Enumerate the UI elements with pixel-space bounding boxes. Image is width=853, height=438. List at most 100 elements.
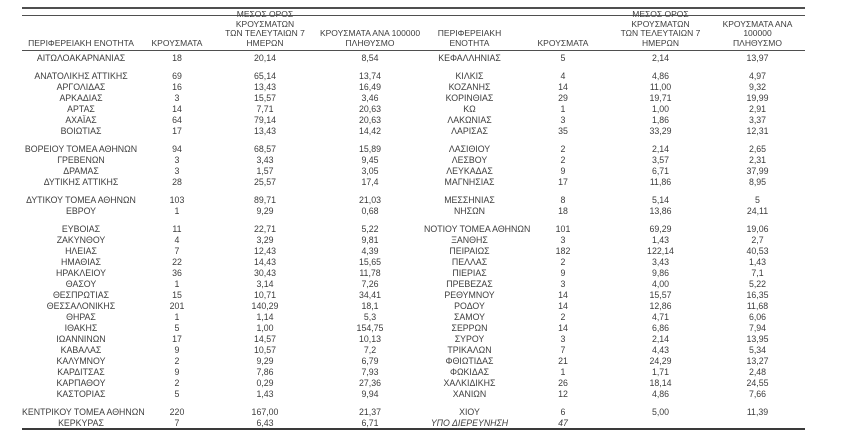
region-cell: ΗΛΕΙΑΣ [65,246,97,256]
avg7-cell: 6,43 [256,418,274,428]
region-cell: ΑΙΤΩΛΟΑΚΑΡΝΑΝΙΑΣ [36,53,126,63]
spacer-row [424,188,805,195]
cases-cell: 29 [558,93,568,103]
avg7-cell: 2,14 [651,334,670,344]
per100k-cell: 11,39 [746,407,769,417]
per100k-cell: 2,91 [748,104,767,114]
header-underline [22,50,805,51]
cases-cell: 14 [558,301,568,311]
per100k-cell: 8,95 [748,177,767,187]
cases-cell: 16 [172,82,182,92]
cases-cell: 18 [558,206,568,216]
avg7-cell: 13,43 [253,82,276,92]
cases-cell: 7 [174,418,180,428]
cases-cell: 64 [172,115,182,125]
cases-cell: 182 [555,246,571,256]
table-row: ΘΗΡΑΣ 1 1,14 5,3 [22,312,424,323]
cases-cell: 17 [172,334,182,344]
table-row: ΔΥΤΙΚΟΥ ΤΟΜΕΑ ΑΘΗΝΩΝ 103 89,71 21,03 [22,195,424,206]
table-row: ΠΕΙΡΑΙΩΣ 182 122,14 40,53 [424,246,805,257]
cases-cell: 2 [174,378,180,388]
per100k-cell: 37,99 [746,166,769,176]
avg7-cell: 30,43 [253,268,276,278]
region-cell: ΒΟΡΕΙΟΥ ΤΟΜΕΑ ΑΘΗΝΩΝ [24,144,138,154]
table-row: ΠΙΕΡΙΑΣ 9 9,86 7,1 [424,268,805,279]
table-row: ΚΑΣΤΟΡΙΑΣ 5 1,43 9,94 [22,389,424,400]
table-row: ΙΘΑΚΗΣ 5 1,00 154,75 [22,323,424,334]
spacer-row [424,217,805,224]
region-cell: ΓΡΕΒΕΝΩΝ [57,155,105,165]
spacer-row [22,64,424,71]
region-cell: ΑΧΑΪΑΣ [65,115,97,125]
table-row: ΛΕΣΒΟΥ 2 3,57 2,31 [424,155,805,166]
per100k-cell: 17,4 [361,177,379,187]
cases-cell: 4 [174,235,180,245]
region-cell: ΠΙΕΡΙΑΣ [452,268,487,278]
cases-cell: 9 [560,268,566,278]
per100k-cell: 21,37 [358,407,381,417]
per100k-cell: 40,53 [746,246,769,256]
cases-cell: 3 [174,155,180,165]
region-cell: ΜΕΣΣΗΝΙΑΣ [444,195,495,205]
table-row: ΗΜΑΘΙΑΣ 22 14,43 15,65 [22,257,424,268]
avg7-cell: 15,57 [649,290,672,300]
region-cell: ΕΥΒΟΙΑΣ [61,224,101,234]
region-cell: ΙΘΑΚΗΣ [64,323,98,333]
per100k-cell: 9,45 [361,155,379,165]
avg7-cell: 4,00 [651,279,670,289]
avg7-cell: 10,57 [253,345,276,355]
cases-cell: 6 [560,407,566,417]
per100k-cell: 14,42 [358,126,381,136]
region-cell: ΑΡΤΑΣ [67,104,95,114]
avg7-cell: 122,14 [647,246,674,256]
per100k-cell: 9,81 [361,235,379,245]
cases-cell: 2 [560,312,566,322]
region-cell: ΗΜΑΘΙΑΣ [61,257,101,267]
per100k-cell: 3,37 [748,115,767,125]
region-cell: ΘΑΣΟΥ [65,279,97,289]
region-cell: ΦΘΙΩΤΙΔΑΣ [445,356,494,366]
avg7-cell: 14,57 [253,334,276,344]
cases-cell: 14 [558,323,568,333]
region-cell: ΘΗΡΑΣ [66,312,96,322]
table-row: ΜΑΓΝΗΣΙΑΣ 17 11,86 8,95 [424,177,805,188]
per100k-cell: 7,66 [748,389,767,399]
per100k-cell: 7,2 [363,345,377,355]
table-row: ΤΡΙΚΑΛΩΝ 7 4,43 5,34 [424,345,805,356]
table-row: ΒΟΡΕΙΟΥ ΤΟΜΕΑ ΑΘΗΝΩΝ 94 68,57 15,89 [22,144,424,155]
cases-cell: 17 [172,126,182,136]
cases-cell: 14 [558,290,568,300]
avg7-cell: 1,00 [651,104,670,114]
table-row: ΝΟΤΙΟΥ ΤΟΜΕΑ ΑΘΗΝΩΝ 101 69,29 19,06 [424,224,805,235]
cases-cell: 1 [174,312,180,322]
cases-cell: 3 [560,115,566,125]
avg7-cell: 167,00 [251,407,279,417]
region-cell: ΚΟΖΑΝΗΣ [448,82,491,92]
cases-cell: 201 [169,301,185,311]
spacer-row [22,137,424,144]
per100k-cell: 12,31 [746,126,769,136]
region-cell: ΝΗΣΩΝ [453,206,486,216]
region-cell: ΑΡΚΑΔΙΑΣ [59,93,103,103]
per100k-cell: 2,48 [748,367,767,377]
column-header-per100k: ΚΡΟΥΣΜΑΤΑ ΑΝΑ 100000 ΠΛΗΘΥΣΜΟ [319,28,421,48]
avg7-cell: 79,14 [253,115,276,125]
per100k-cell: 3,05 [361,166,379,176]
avg7-cell: 1,71 [651,367,670,377]
regional-table-left: ΠΕΡΙΦΕΡΕΙΑΚΗ ΕΝΟΤΗΤΑ ΚΡΟΥΣΜΑΤΑ ΜΕΣΟΣ ΟΡΟ… [22,0,424,438]
avg7-cell: 6,86 [651,323,670,333]
avg7-cell: 13,43 [253,126,276,136]
table-row: ΑΙΤΩΛΟΑΚΑΡΝΑΝΙΑΣ 18 20,14 8,54 [22,53,424,64]
avg7-cell: 12,86 [649,301,672,311]
avg7-cell: 4,86 [651,71,670,81]
per100k-cell: 5,22 [361,224,379,234]
per100k-cell: 2,65 [748,144,767,154]
region-cell: ΛΕΥΚΑΔΑΣ [446,166,493,176]
region-cell: ΔΥΤΙΚΟΥ ΤΟΜΕΑ ΑΘΗΝΩΝ [26,195,136,205]
per100k-cell: 6,71 [361,418,379,428]
per100k-cell: 8,54 [361,53,379,63]
avg7-cell: 11,86 [649,177,672,187]
cases-cell: 8 [560,195,566,205]
avg7-cell: 69,29 [649,224,672,234]
